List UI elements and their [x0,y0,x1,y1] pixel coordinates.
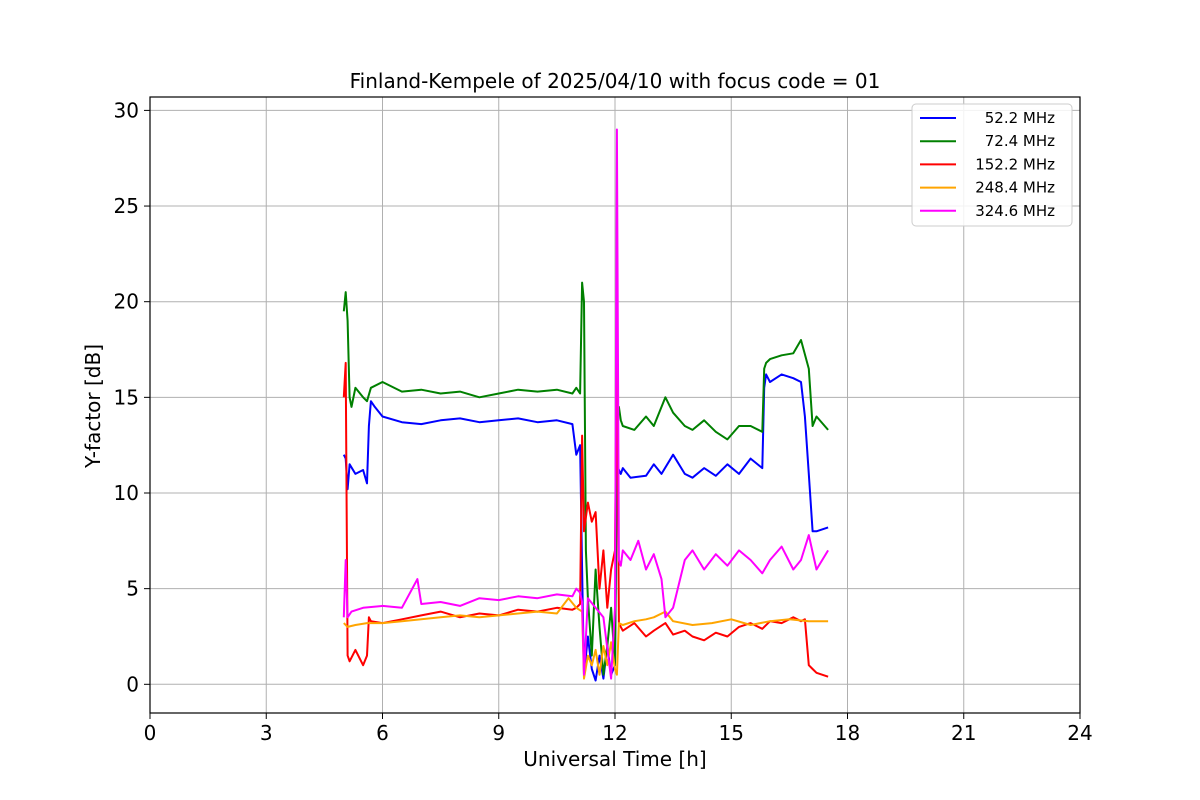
axis-ticks: 0 3 6 9 12 15 18 21 24 0 5 10 15 20 25 30 [114,98,1093,745]
y-tick-label: 30 [114,98,139,122]
x-tick-label: 9 [492,721,505,745]
x-tick-label: 3 [260,721,273,745]
series-line-4 [343,597,829,680]
y-tick-label: 15 [114,385,139,409]
x-tick-label: 24 [1067,721,1092,745]
x-tick-label: 6 [376,721,389,745]
y-tick-label: 20 [114,290,139,314]
y-axis-label: Y-factor [dB] [81,344,105,469]
x-tick-label: 15 [719,721,744,745]
y-tick-label: 10 [114,481,139,505]
legend-label-2: 72.4 MHz [985,132,1055,150]
y-tick-label: 25 [114,194,139,218]
chart-title: Finland-Kempele of 2025/04/10 with focus… [350,69,881,93]
series-line-5 [342,128,829,680]
x-tick-label: 0 [144,721,157,745]
legend-label-5: 324.6 MHz [975,202,1055,220]
x-tick-label: 21 [951,721,976,745]
legend-label-1: 52.2 MHz [985,109,1055,127]
legend-box [911,103,1073,227]
x-tick-label: 18 [835,721,860,745]
x-axis-label: Universal Time [h] [523,747,706,771]
y-tick-label: 0 [126,672,139,696]
legend: 52.2 MHz 72.4 MHz 152.2 MHz 248.4 MHz 324.6 … [911,103,1073,227]
legend-label-4: 248.4 MHz [975,179,1055,197]
series-lines [342,128,829,682]
legend-label-3: 152.2 MHz [975,155,1055,173]
y-tick-label: 5 [126,577,139,601]
x-tick-label: 12 [602,721,627,745]
